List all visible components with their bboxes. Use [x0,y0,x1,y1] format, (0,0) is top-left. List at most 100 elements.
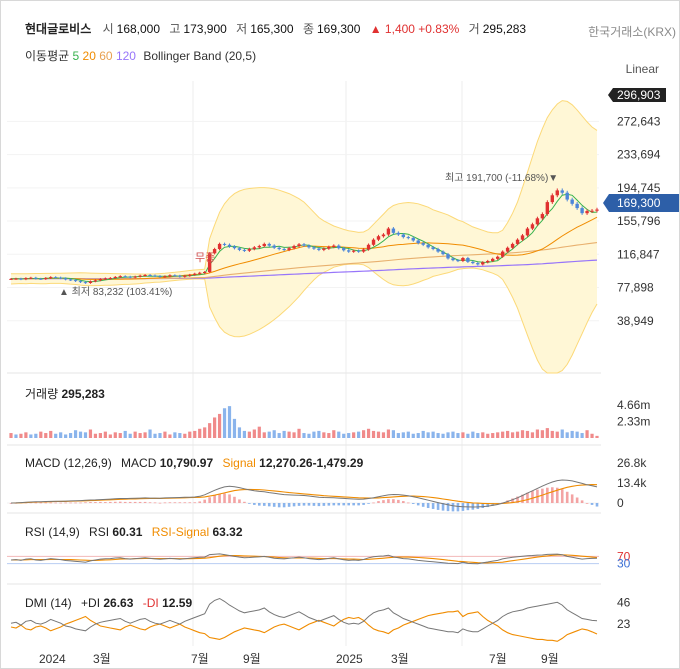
candle-body [83,282,88,284]
volume-bar [83,432,88,438]
volume-bar [68,433,73,438]
macd-histogram-bar [367,503,370,504]
volume-bar [476,433,480,438]
event-annotation: 무증 [195,252,215,264]
volume-value: 295,283 [482,22,527,36]
volume-bar [520,430,525,438]
candle-body [431,247,435,250]
volume-bar [486,433,490,438]
volume-bar [93,433,98,438]
mdi-value: 12.59 [162,596,193,610]
volume-bar [64,434,68,438]
macd-histogram-bar [143,501,147,503]
pdi-label: +DI [81,596,101,610]
volume-bar [416,433,420,438]
rsi-value: 60.31 [112,525,143,539]
candle-body [560,190,564,193]
candle-body [386,228,391,235]
macd-histogram-bar [575,497,579,503]
macd-histogram-bar [248,503,251,504]
candle-body [476,263,480,265]
price-axis-tick: 233,694 [617,148,661,162]
price-axis-tick: 194,745 [617,181,661,195]
candle-body [451,258,455,261]
volume-bar [292,432,296,438]
volume-bar [421,430,425,438]
macd-histogram-bar [84,502,87,504]
candle-body [163,276,167,278]
candle-body [68,279,73,281]
candle-body [491,258,495,261]
volume-bar [525,430,530,438]
macd-histogram-bar [471,503,475,510]
macd-histogram-bar [272,503,276,507]
candle-body [73,280,78,282]
macd-histogram-bar [560,489,564,503]
scale-mode-toggle[interactable]: Linear [625,62,659,76]
macd-histogram-bar [148,502,152,504]
macd-histogram-bar [392,499,395,503]
volume-title: 거래량 [25,387,59,401]
candle-body [471,261,475,264]
candle-body [287,248,291,250]
macd-histogram-bar [64,502,67,504]
ma20-label[interactable]: 20 [82,49,96,63]
volume-bar [391,430,395,438]
volume-bar [545,428,549,438]
candle-body [242,249,247,251]
candle-body [376,236,381,240]
change-value: ▲ 1,400 +0.83% [369,22,460,36]
x-axis-tick: 2025 [336,652,363,666]
macd-histogram-bar [193,502,197,504]
candle-body [317,248,321,250]
rsi-panel-title: RSI (14,9) RSI 60.31 RSI-Signal 63.32 [25,525,243,539]
macd-histogram-bar [327,503,331,506]
candle-body [207,253,212,272]
macd-histogram-bar [34,502,38,504]
candle-body [108,277,113,279]
candle-body [237,248,242,250]
macd-histogram-bar [228,494,231,503]
candle-body [436,249,440,252]
candle-body [540,214,545,219]
volume-bar [59,432,63,438]
macd-histogram-bar [362,503,365,505]
macd-histogram-bar [421,503,425,507]
volume-bar [451,431,455,438]
rsi-label: RSI [89,525,110,539]
bollinger-lower-line [10,263,598,374]
volume-bar [590,433,594,438]
current-price-marker-label: 169,300 [617,196,661,210]
macd-histogram-bar [322,503,326,506]
ma60-label[interactable]: 60 [99,49,113,63]
low-value: 165,300 [250,22,294,36]
volume-bar [98,433,102,438]
volume-bar [282,430,286,438]
volume-bar [575,431,579,438]
volume-bar [406,431,410,438]
macd-histogram-bar [118,501,122,503]
macd-histogram-bar [555,487,559,503]
candle-body [9,278,13,280]
candle-body [545,202,550,215]
volume-bar [431,431,435,438]
volume-bar [327,433,331,438]
current-price-marker [603,194,679,212]
candle-body [202,271,207,273]
macd-histogram-bar [203,499,206,503]
volume-bar [257,426,261,438]
bollinger-label[interactable]: Bollinger Band (20,5) [143,49,257,63]
volume-bar [14,434,18,438]
candle-body [371,239,376,245]
low-label: 저 [236,22,248,36]
volume-bar [411,433,415,438]
candle-body [332,245,336,247]
pdi-line [10,597,598,634]
volume-bar [208,423,212,438]
macd-line [10,479,598,508]
ma120-label[interactable]: 120 [115,49,136,63]
volume-bar [198,428,202,438]
ma5-label[interactable]: 5 [72,49,80,63]
candle-body [188,274,192,276]
